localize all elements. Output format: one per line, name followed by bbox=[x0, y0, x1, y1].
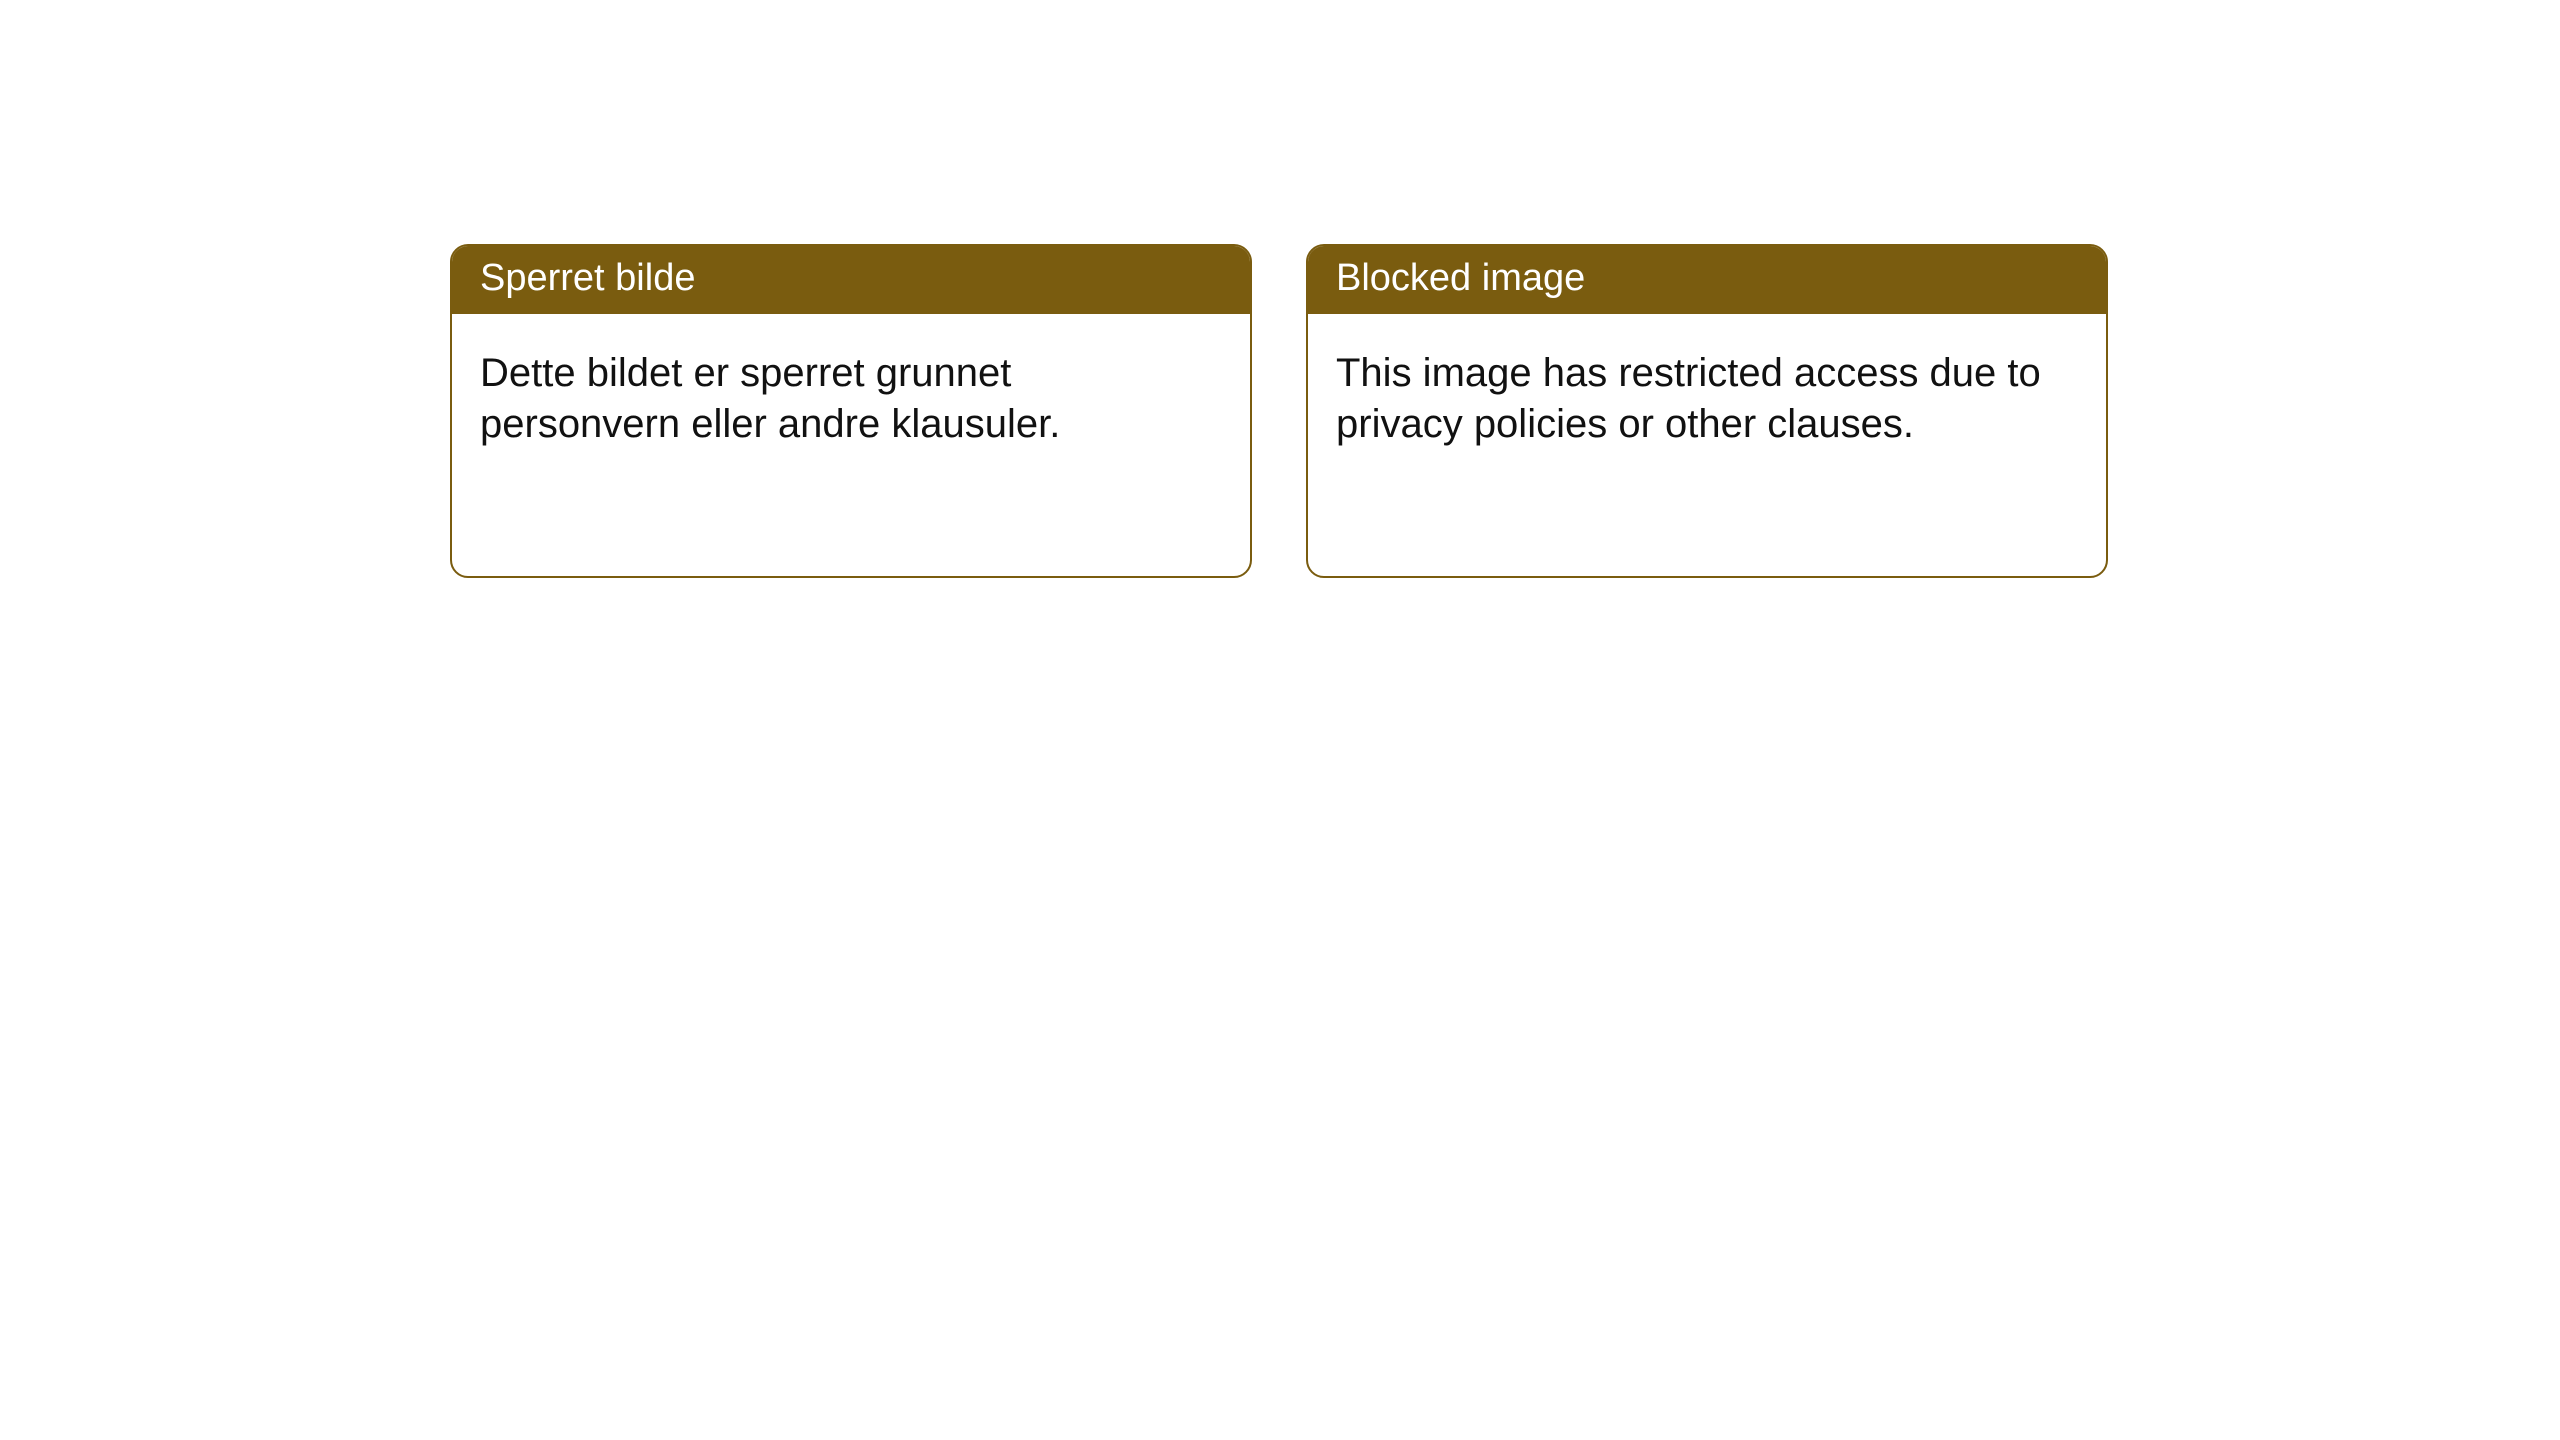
notice-card-norwegian: Sperret bilde Dette bildet er sperret gr… bbox=[450, 244, 1252, 578]
card-body: This image has restricted access due to … bbox=[1308, 314, 2106, 450]
notice-container: Sperret bilde Dette bildet er sperret gr… bbox=[0, 0, 2560, 578]
notice-card-english: Blocked image This image has restricted … bbox=[1306, 244, 2108, 578]
card-body: Dette bildet er sperret grunnet personve… bbox=[452, 314, 1250, 450]
card-header: Blocked image bbox=[1308, 246, 2106, 314]
card-header: Sperret bilde bbox=[452, 246, 1250, 314]
